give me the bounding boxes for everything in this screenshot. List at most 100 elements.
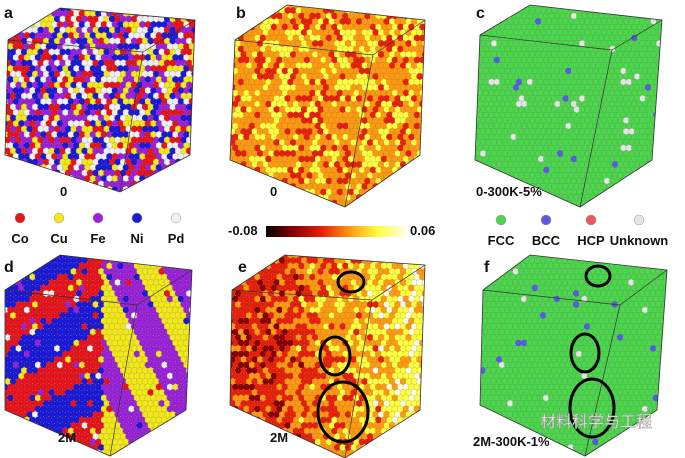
atom — [276, 199, 283, 207]
atom — [276, 5, 283, 9]
atom — [636, 188, 644, 196]
atom — [144, 186, 152, 192]
atom — [62, 175, 69, 182]
atom — [29, 164, 36, 171]
atom — [185, 169, 193, 177]
atom — [174, 257, 182, 264]
atom — [26, 257, 34, 264]
atom — [259, 199, 267, 207]
atom — [394, 183, 402, 190]
atom — [230, 78, 234, 86]
atom — [251, 183, 259, 190]
atom — [644, 194, 652, 201]
atom — [278, 183, 286, 190]
atom — [191, 191, 195, 192]
atom — [658, 133, 662, 141]
atom — [633, 194, 641, 201]
atom — [174, 8, 182, 12]
atom — [232, 23, 239, 31]
atom — [45, 175, 53, 182]
atom — [70, 180, 78, 188]
atom — [188, 394, 192, 402]
atom — [380, 188, 388, 196]
atom — [410, 205, 418, 207]
atom — [166, 255, 174, 259]
atom — [12, 175, 20, 182]
atom — [644, 205, 652, 207]
atom — [174, 169, 182, 177]
atom — [150, 255, 157, 259]
atom — [410, 172, 418, 179]
atom — [42, 8, 50, 12]
atom — [419, 166, 425, 174]
atom — [237, 177, 245, 185]
atom — [188, 350, 192, 358]
atom — [399, 194, 407, 201]
atom — [600, 7, 608, 14]
atom — [7, 186, 14, 192]
atom — [377, 205, 385, 207]
atom — [562, 205, 570, 207]
atom — [12, 186, 20, 192]
atom — [245, 183, 253, 190]
atom — [402, 5, 410, 9]
atom — [230, 67, 234, 75]
atom — [504, 5, 512, 9]
atom — [161, 175, 168, 182]
atom — [545, 194, 553, 201]
atom — [133, 255, 141, 259]
atom — [152, 180, 160, 188]
atom — [322, 205, 330, 207]
atom — [342, 5, 349, 9]
atom — [194, 65, 195, 72]
atom — [20, 180, 28, 188]
atom — [133, 186, 141, 192]
atom — [15, 268, 23, 275]
atom — [622, 194, 630, 201]
atom — [655, 106, 662, 113]
atom — [399, 205, 407, 207]
atom — [31, 8, 39, 12]
atom — [158, 180, 166, 188]
atom — [248, 199, 256, 207]
atom — [391, 188, 399, 196]
atom — [548, 199, 556, 207]
atom — [103, 191, 111, 192]
atom — [358, 5, 366, 9]
atom — [647, 5, 655, 9]
atom — [658, 78, 662, 86]
atom — [333, 205, 341, 207]
atom — [5, 191, 12, 192]
atom — [230, 205, 237, 207]
atom — [259, 5, 267, 9]
atom — [532, 5, 539, 9]
atom — [56, 175, 64, 182]
atom — [609, 188, 616, 196]
atom — [130, 8, 138, 12]
atom — [292, 188, 300, 196]
atom — [482, 23, 490, 31]
atom — [108, 8, 116, 12]
atom — [518, 205, 526, 207]
atom — [166, 186, 174, 192]
atom — [119, 8, 127, 12]
atom — [9, 26, 17, 34]
atom — [600, 194, 608, 201]
atom — [169, 169, 177, 177]
atoms — [230, 5, 425, 207]
atom — [625, 177, 633, 185]
atom — [15, 8, 23, 12]
atom — [29, 175, 36, 182]
atom — [262, 183, 270, 190]
atoms — [475, 5, 662, 207]
atom — [287, 188, 294, 196]
atoms — [5, 8, 195, 192]
atom — [31, 169, 39, 177]
atom — [234, 205, 242, 207]
atom — [402, 188, 410, 196]
atom — [658, 100, 662, 108]
atom — [314, 5, 322, 9]
atom — [180, 8, 188, 12]
atom — [475, 199, 479, 207]
atom — [262, 7, 270, 14]
